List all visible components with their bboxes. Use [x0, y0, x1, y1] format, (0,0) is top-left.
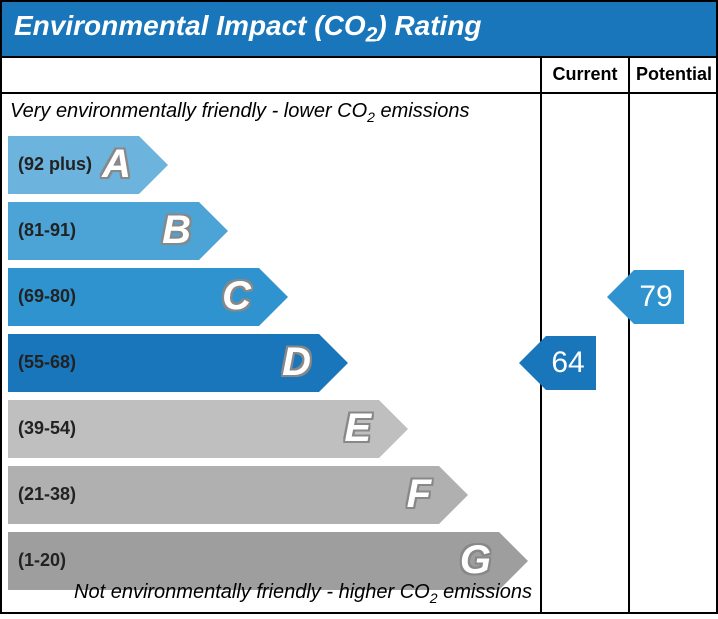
- band-body: (69-80) C: [8, 268, 259, 326]
- band-body: (55-68) D: [8, 334, 319, 392]
- potential-column: 79: [630, 94, 718, 612]
- header-row: Current Potential: [2, 56, 716, 92]
- band-letter: D: [282, 340, 311, 385]
- header-current: Current: [542, 58, 630, 92]
- rating-band-a: (92 plus) A: [8, 136, 534, 194]
- band-letter: F: [407, 472, 431, 517]
- band-range-label: (81-91): [18, 220, 76, 241]
- band-arrow: [379, 400, 408, 458]
- title-pre: Environmental Impact (CO: [14, 10, 366, 41]
- current-pointer: 64: [519, 336, 596, 390]
- band-arrow: [139, 136, 168, 194]
- bands-area: Very environmentally friendly - lower CO…: [2, 94, 542, 612]
- epc-chart: Environmental Impact (CO2) Rating Curren…: [0, 0, 718, 614]
- band-arrow: [439, 466, 468, 524]
- rating-band-f: (21-38) F: [8, 466, 534, 524]
- rating-band-c: (69-80) C: [8, 268, 534, 326]
- rating-band-d: (55-68) D: [8, 334, 534, 392]
- band-letter: G: [460, 538, 491, 583]
- band-letter: E: [344, 406, 371, 451]
- pointer-value: 64: [546, 336, 596, 390]
- band-letter: C: [222, 274, 251, 319]
- title-sub: 2: [366, 24, 378, 47]
- current-column: 64: [542, 94, 630, 612]
- band-letter: A: [102, 142, 131, 187]
- band-body: (92 plus) A: [8, 136, 139, 194]
- rating-band-b: (81-91) B: [8, 202, 534, 260]
- band-range-label: (39-54): [18, 418, 76, 439]
- band-arrow: [199, 202, 228, 260]
- caption-top: Very environmentally friendly - lower CO…: [10, 100, 532, 125]
- band-arrow: [259, 268, 288, 326]
- band-letter: B: [162, 208, 191, 253]
- pointer-value: 79: [634, 270, 684, 324]
- band-arrow: [319, 334, 348, 392]
- title-post: ) Rating: [377, 10, 481, 41]
- band-range-label: (1-20): [18, 550, 66, 571]
- band-range-label: (55-68): [18, 352, 76, 373]
- rating-band-e: (39-54) E: [8, 400, 534, 458]
- caption-bottom: Not environmentally friendly - higher CO…: [10, 581, 532, 606]
- band-body: (39-54) E: [8, 400, 379, 458]
- header-potential: Potential: [630, 58, 718, 92]
- header-spacer: [2, 58, 542, 92]
- bars-container: (92 plus) A (81-91) B (69-80) C (55-68) D (39-54…: [8, 136, 534, 598]
- band-range-label: (92 plus): [18, 154, 92, 175]
- band-range-label: (69-80): [18, 286, 76, 307]
- pointer-arrow-icon: [519, 336, 546, 390]
- band-body: (81-91) B: [8, 202, 199, 260]
- chart-title: Environmental Impact (CO2) Rating: [2, 2, 716, 56]
- band-body: (21-38) F: [8, 466, 439, 524]
- potential-pointer: 79: [607, 270, 684, 324]
- band-range-label: (21-38): [18, 484, 76, 505]
- body-row: Very environmentally friendly - lower CO…: [2, 92, 716, 612]
- pointer-arrow-icon: [607, 270, 634, 324]
